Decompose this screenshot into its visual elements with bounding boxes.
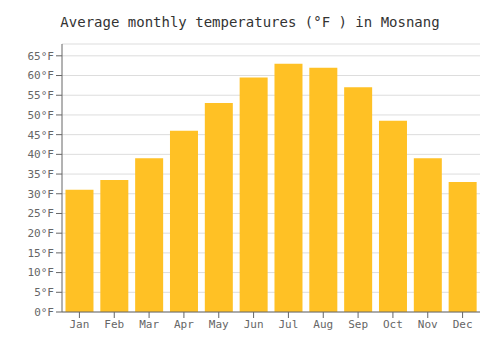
- svg-text:Oct: Oct: [383, 318, 403, 331]
- svg-text:40°F: 40°F: [28, 148, 55, 161]
- svg-text:Jul: Jul: [278, 318, 298, 331]
- svg-text:Jun: Jun: [244, 318, 264, 331]
- svg-text:May: May: [209, 318, 229, 331]
- svg-text:10°F: 10°F: [28, 266, 55, 279]
- svg-text:5°F: 5°F: [34, 286, 54, 299]
- svg-text:35°F: 35°F: [28, 168, 55, 181]
- svg-text:50°F: 50°F: [28, 109, 55, 122]
- svg-text:30°F: 30°F: [28, 188, 55, 201]
- svg-text:65°F: 65°F: [28, 50, 55, 63]
- svg-text:Aug: Aug: [313, 318, 333, 331]
- svg-text:45°F: 45°F: [28, 129, 55, 142]
- svg-text:Nov: Nov: [418, 318, 438, 331]
- svg-text:0°F: 0°F: [34, 306, 54, 319]
- html-text:Average monthly temperatures (: Average monthly temperatures (°F ) in Mo…: [60, 14, 440, 30]
- svg-text:25°F: 25°F: [28, 207, 55, 220]
- svg-text:Apr: Apr: [174, 318, 194, 331]
- svg-text:60°F: 60°F: [28, 69, 55, 82]
- svg-text:55°F: 55°F: [28, 89, 55, 102]
- svg-text:Dec: Dec: [453, 318, 473, 331]
- svg-text:15°F: 15°F: [28, 247, 55, 260]
- svg-text:20°F: 20°F: [28, 227, 55, 240]
- svg-text:Mar: Mar: [139, 318, 159, 331]
- svg-text:Feb: Feb: [104, 318, 124, 331]
- svg-text:Sep: Sep: [348, 318, 368, 331]
- svg-text:Jan: Jan: [69, 318, 89, 331]
